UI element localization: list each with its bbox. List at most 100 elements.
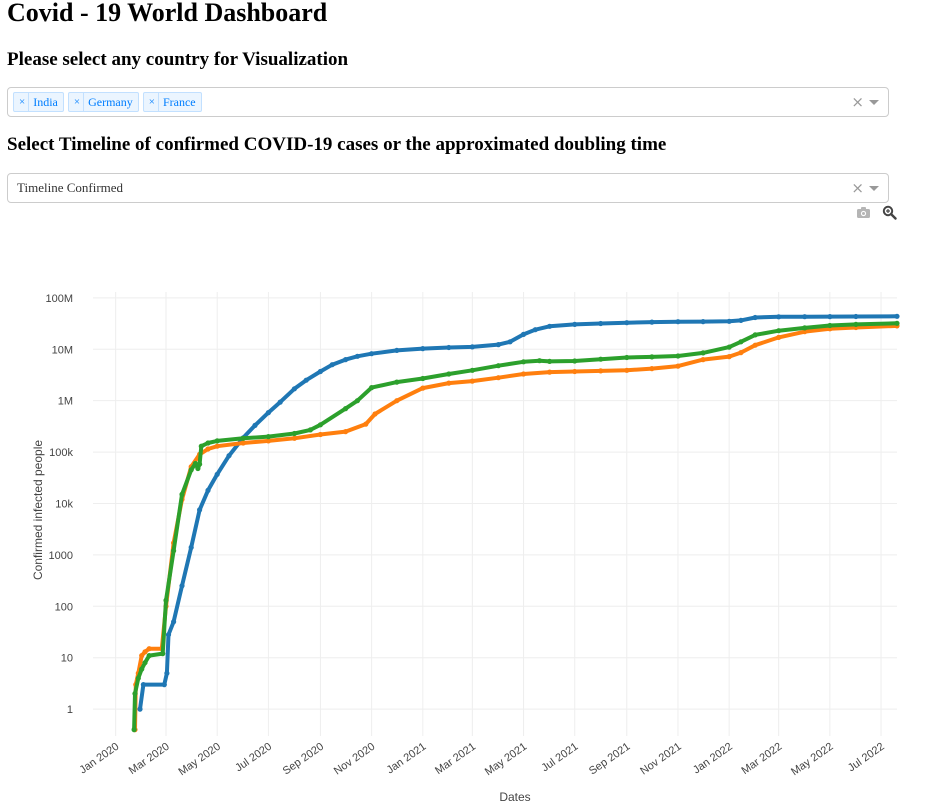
series-point-2 bbox=[160, 651, 166, 657]
series-line-1 bbox=[133, 323, 899, 732]
series-point-2 bbox=[163, 597, 169, 603]
series-point-2 bbox=[738, 339, 744, 345]
remove-france-button[interactable]: × bbox=[144, 93, 159, 111]
series-point-2 bbox=[317, 422, 323, 428]
series-point-1 bbox=[624, 367, 630, 373]
series-point-1 bbox=[343, 429, 349, 435]
series-point-2 bbox=[343, 406, 349, 412]
series-point-2 bbox=[142, 660, 148, 666]
series-point-1 bbox=[547, 369, 553, 375]
remove-india-button[interactable]: × bbox=[14, 93, 30, 111]
chevron-down-icon[interactable] bbox=[869, 186, 879, 191]
series-point-2 bbox=[132, 691, 138, 697]
y-tick-label: 10 bbox=[61, 653, 73, 665]
x-tick-label: Mar 2022 bbox=[739, 741, 784, 777]
series-point-2 bbox=[598, 356, 604, 362]
x-tick-label: Jul 2020 bbox=[233, 741, 274, 775]
series-point-1 bbox=[572, 368, 578, 375]
series-point-1 bbox=[291, 435, 297, 441]
series-point-0 bbox=[738, 317, 744, 323]
series-point-0 bbox=[291, 386, 297, 392]
series-point-0 bbox=[532, 327, 538, 333]
series-point-1 bbox=[726, 354, 732, 360]
series-point-0 bbox=[802, 314, 808, 320]
series-point-2 bbox=[776, 328, 782, 334]
series-point-1 bbox=[738, 350, 744, 356]
series-point-1 bbox=[598, 368, 604, 374]
series-point-2 bbox=[195, 465, 201, 472]
series-point-1 bbox=[776, 334, 782, 340]
series-point-1 bbox=[363, 421, 369, 427]
series-point-2 bbox=[307, 427, 313, 433]
series-point-0 bbox=[624, 320, 630, 326]
x-tick-label: Nov 2020 bbox=[332, 741, 377, 778]
series-point-0 bbox=[252, 422, 258, 428]
series-point-0 bbox=[329, 362, 335, 368]
series-point-2 bbox=[354, 398, 360, 404]
camera-icon[interactable] bbox=[856, 205, 871, 220]
x-tick-label: Sep 2020 bbox=[281, 741, 326, 778]
x-tick-label: May 2020 bbox=[176, 741, 222, 779]
timeline-selected-value: Timeline Confirmed bbox=[17, 180, 124, 195]
country-tag-label: India bbox=[33, 95, 58, 109]
series-point-2 bbox=[394, 379, 400, 385]
y-tick-label: 1M bbox=[58, 396, 73, 408]
series-line-2 bbox=[132, 321, 899, 732]
series-line-0 bbox=[138, 314, 899, 712]
clear-countries-icon[interactable]: × bbox=[851, 93, 864, 111]
x-axis-ticks: Jan 2020 Mar 2020 May 2020 Jul 2020 Sep 2020… bbox=[77, 741, 886, 779]
series-point-1 bbox=[214, 443, 220, 449]
y-tick-label: 100M bbox=[45, 293, 73, 305]
series-point-0 bbox=[205, 487, 211, 493]
series-point-0 bbox=[894, 313, 900, 319]
series-point-1 bbox=[802, 329, 808, 335]
series-point-1 bbox=[520, 371, 527, 377]
series-point-2 bbox=[446, 371, 452, 377]
y-tick-label: 1 bbox=[67, 704, 73, 716]
series-point-0 bbox=[226, 453, 232, 459]
series-point-2 bbox=[265, 434, 271, 440]
series-point-1 bbox=[139, 653, 145, 659]
series-point-1 bbox=[675, 363, 681, 369]
series-point-1 bbox=[265, 438, 271, 444]
y-tick-label: 10M bbox=[52, 344, 73, 356]
series-point-2 bbox=[205, 440, 211, 446]
y-tick-label: 10k bbox=[55, 498, 73, 510]
x-tick-label: Mar 2020 bbox=[127, 741, 172, 777]
country-tag-france: × France bbox=[142, 92, 202, 112]
series-point-2 bbox=[827, 322, 833, 329]
zoom-icon[interactable] bbox=[882, 205, 897, 220]
series-point-0 bbox=[277, 399, 283, 405]
series-point-1 bbox=[146, 646, 152, 652]
country-tag-india: × India bbox=[13, 92, 64, 112]
series-point-0 bbox=[675, 319, 681, 325]
timeline-select[interactable]: Timeline Confirmed × bbox=[7, 173, 889, 203]
clear-timeline-icon[interactable]: × bbox=[851, 179, 864, 197]
series-point-0 bbox=[265, 410, 271, 416]
series-point-2 bbox=[547, 358, 553, 364]
x-tick-label: Jan 2022 bbox=[691, 741, 735, 777]
series-point-0 bbox=[752, 314, 758, 321]
series-point-2 bbox=[752, 332, 758, 338]
series-point-0 bbox=[495, 342, 501, 348]
x-tick-label: Sep 2021 bbox=[587, 741, 632, 778]
series-point-1 bbox=[446, 380, 452, 386]
series-point-0 bbox=[369, 351, 375, 357]
series-point-2 bbox=[726, 344, 732, 350]
series-point-2 bbox=[192, 460, 198, 467]
series-point-2 bbox=[572, 358, 578, 364]
chevron-down-icon[interactable] bbox=[869, 100, 879, 105]
series-point-2 bbox=[240, 435, 246, 441]
chart-grid bbox=[93, 292, 897, 736]
series-point-1 bbox=[317, 431, 323, 438]
series-point-1 bbox=[495, 375, 501, 381]
series-point-0 bbox=[726, 318, 732, 324]
series-point-2 bbox=[469, 367, 475, 373]
country-multi-select[interactable]: × India × Germany × France × bbox=[7, 87, 889, 117]
remove-germany-button[interactable]: × bbox=[69, 93, 85, 111]
y-tick-label: 100 bbox=[55, 601, 73, 613]
x-axis-title: Dates bbox=[499, 790, 530, 804]
country-tag-label: Germany bbox=[88, 95, 133, 109]
x-tick-label: Jan 2020 bbox=[77, 741, 121, 777]
